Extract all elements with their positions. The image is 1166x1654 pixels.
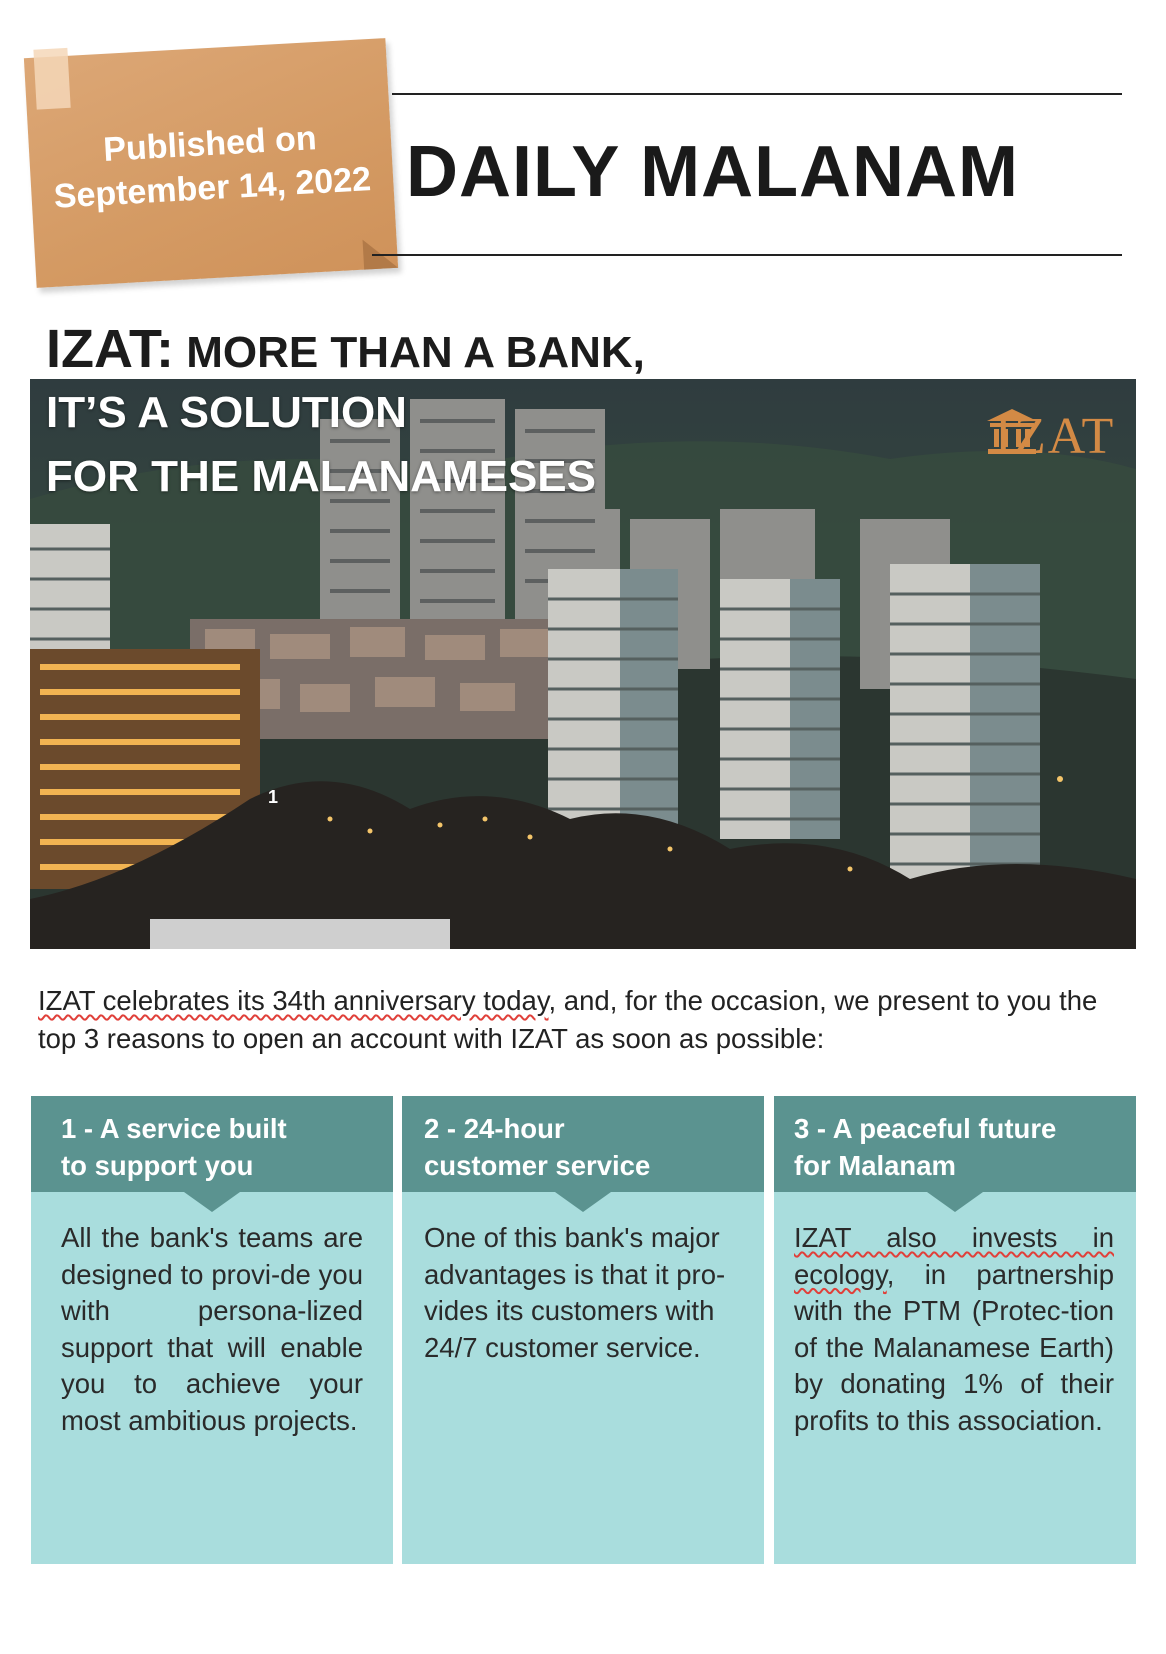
- reason-card-1: 1 - A service built to support you All t…: [31, 1096, 393, 1564]
- headline-line-2: IT’S A SOLUTION: [46, 388, 407, 437]
- reason-card-1-title-line-1: 1 - A service built: [61, 1113, 287, 1144]
- city-skyline-photo: IT’S A SOLUTION FOR THE MALANAMESES IZAT…: [30, 379, 1136, 949]
- newspaper-title: DAILY MALANAM: [406, 132, 1020, 212]
- reason-card-2-body: One of this bank's major advantages is t…: [424, 1222, 726, 1363]
- headline-brand: IZAT:: [46, 319, 174, 379]
- bank-building-icon: [987, 409, 1037, 454]
- reason-card-2-title-line-1: 2 - 24-hour: [424, 1113, 565, 1144]
- reason-card-1-body: All the bank's teams are designed to pro…: [61, 1222, 363, 1436]
- reason-card-2-title-line-2: customer service: [424, 1150, 651, 1181]
- masthead-bottom-rule: [372, 254, 1122, 256]
- headline: IZAT: MORE THAN A BANK,: [46, 318, 645, 394]
- intro-rest: , and, for the occasion, we present to y…: [38, 985, 1098, 1054]
- reason-card-1-header: 1 - A service built to support you: [31, 1096, 393, 1212]
- published-date: Published on September 14, 2022: [50, 113, 372, 219]
- reason-card-3-title-line-2: for Malanam: [794, 1150, 956, 1181]
- reason-card-3-body-underlined: IZAT also invests in ecology: [794, 1222, 1114, 1290]
- reason-card-3: 3 - A peaceful future for Malanam IZAT a…: [774, 1096, 1136, 1564]
- izat-logo: IZAT: [985, 407, 1125, 465]
- headline-line-3: FOR THE MALANAMESES: [46, 452, 596, 501]
- reason-card-2-header: 2 - 24-hour customer service: [402, 1096, 764, 1212]
- intro-paragraph: IZAT celebrates its 34th anniversary tod…: [38, 982, 1134, 1058]
- reason-card-3-title-line-1: 3 - A peaceful future: [794, 1113, 1057, 1144]
- reason-card-3-body-rest: , in partnership with the PTM (Protec-ti…: [794, 1258, 1114, 1436]
- reason-card-3-header: 3 - A peaceful future for Malanam: [774, 1096, 1136, 1212]
- reason-card-3-body: IZAT also invests in ecology, in partner…: [774, 1192, 1136, 1439]
- published-note: Published on September 14, 2022: [23, 38, 399, 288]
- intro-underlined: IZAT celebrates its 34th anniversary tod…: [38, 985, 549, 1016]
- skyline-illustration: [30, 399, 1136, 949]
- image-marker: 1: [268, 787, 279, 807]
- reason-card-1-title-line-2: to support you: [61, 1150, 254, 1181]
- tape-strip: [33, 47, 71, 110]
- headline-line-1: MORE THAN A BANK,: [173, 328, 645, 377]
- masthead-top-rule: [392, 93, 1122, 95]
- reason-card-2: 2 - 24-hour customer service One of this…: [402, 1096, 764, 1564]
